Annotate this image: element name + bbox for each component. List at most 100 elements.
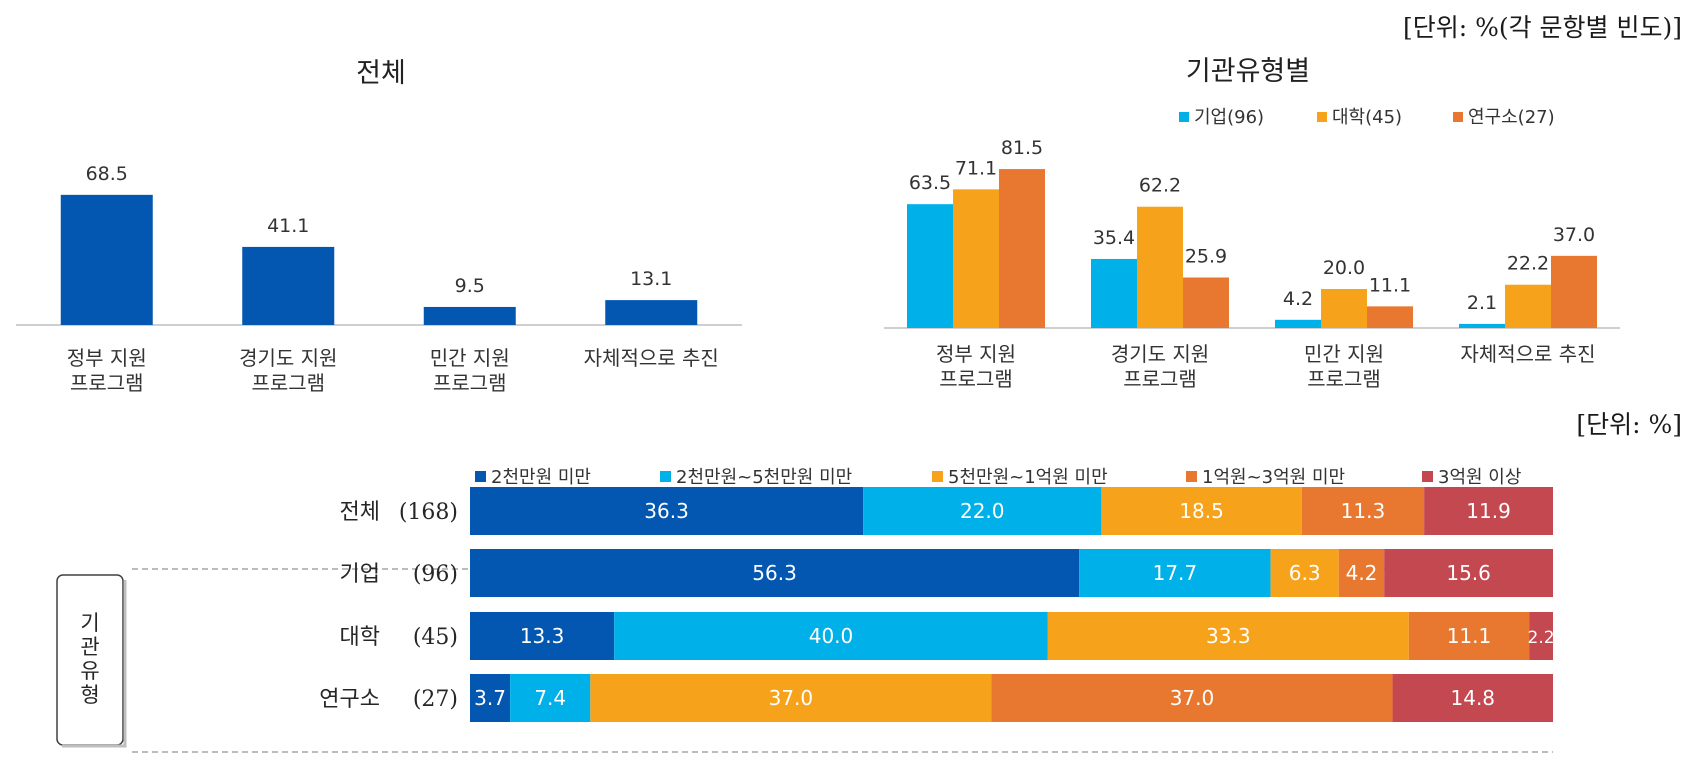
chart1-category-label: 프로그램 — [251, 371, 325, 395]
chart3-segment-label: 6.3 — [1289, 561, 1321, 585]
chart3-segment-label: 22.0 — [960, 499, 1005, 523]
chart3-segment — [1101, 487, 1302, 535]
chart2-legend-swatch — [1317, 112, 1327, 122]
chart3-segment-label: 37.0 — [1170, 686, 1215, 710]
chart3-legend-swatch — [1186, 471, 1197, 482]
chart3-group-label: 관 — [80, 635, 99, 659]
chart2-category-label: 자체적으로 추진 — [1460, 342, 1595, 366]
chart3-segment-label: 7.4 — [534, 686, 566, 710]
chart3-segment — [1424, 487, 1553, 535]
chart1-category-label: 자체적으로 추진 — [584, 346, 719, 370]
chart1-bar — [242, 246, 335, 325]
chart3-row-label: 대학 — [340, 625, 380, 650]
chart3-segment — [863, 487, 1102, 535]
chart3-group-label: 기 — [80, 611, 99, 635]
chart3-segment-label: 33.3 — [1206, 624, 1251, 648]
chart2-value-label: 35.4 — [1093, 227, 1135, 249]
chart2-value-label: 4.2 — [1283, 288, 1313, 310]
chart2-bar — [1367, 306, 1413, 328]
chart3-segment-label: 11.1 — [1447, 624, 1492, 648]
chart3-legend-swatch — [1422, 471, 1433, 482]
chart3-legend-swatch — [475, 471, 486, 482]
chart3-row-label: 전체 — [340, 500, 380, 525]
chart3-legend-label: 3억원 이상 — [1438, 467, 1521, 488]
chart3-segment — [470, 612, 615, 660]
chart2-category-label: 프로그램 — [1307, 367, 1381, 391]
chart3-segment-label: 11.3 — [1341, 499, 1386, 523]
chart3-segment — [991, 674, 1393, 722]
chart2-category-label: 경기도 지원 — [1111, 342, 1209, 366]
chart3-row-count: (168) — [399, 500, 458, 525]
chart2-bar — [1321, 289, 1367, 328]
chart2-bar — [999, 169, 1045, 328]
chart3-segment — [1392, 674, 1553, 722]
chart1-value-label: 41.1 — [267, 215, 309, 237]
chart3-segment-label: 13.3 — [520, 624, 565, 648]
chart1-value-label: 68.5 — [86, 163, 128, 185]
chart3-segment-label: 36.3 — [644, 499, 689, 523]
chart2-value-label: 2.1 — [1467, 292, 1497, 314]
chart3-segment — [1270, 549, 1339, 597]
chart3-legend-label: 1억원~3억원 미만 — [1202, 467, 1345, 488]
chart1-category-label: 프로그램 — [70, 371, 144, 395]
top-unit-label: [단위: %(각 문항별 빈도)] — [1403, 13, 1682, 42]
chart2-value-label: 25.9 — [1185, 245, 1227, 267]
chart2-value-label: 81.5 — [1001, 137, 1043, 159]
chart1-bar — [605, 300, 698, 325]
chart3-segment — [614, 612, 1048, 660]
chart3-segment-label: 18.5 — [1179, 499, 1224, 523]
chart3-row-count: (96) — [413, 562, 458, 587]
chart3-segment — [1301, 487, 1425, 535]
chart3-group-label: 형 — [80, 683, 99, 707]
chart3-segment-label: 17.7 — [1153, 561, 1198, 585]
chart3-legend-label: 2천만원 미만 — [491, 467, 591, 488]
chart3-segment-label: 2.2 — [1528, 628, 1555, 648]
chart-stacked-budget: 2천만원 미만 2천만원~5천만원 미만 5천만원~1억원 미만 1억원~3억원 미만… — [56, 467, 1555, 753]
chart2-value-label: 62.2 — [1139, 175, 1181, 197]
chart2-bar — [1183, 277, 1229, 328]
chart2-value-label: 63.5 — [909, 172, 951, 194]
chart3-segment — [590, 674, 992, 722]
chart1-category-label: 민간 지원 — [430, 346, 510, 370]
chart3-segment-label: 56.3 — [752, 561, 797, 585]
chart1-bar — [60, 194, 153, 325]
chart3-row-label: 연구소 — [319, 687, 380, 712]
chart3-row-label: 기업 — [340, 562, 380, 587]
chart2-category-label: 프로그램 — [1123, 367, 1197, 391]
chart3-legend-label: 2천만원~5천만원 미만 — [676, 467, 852, 488]
chart2-legend-swatch — [1179, 112, 1189, 122]
chart2-bar — [1091, 258, 1137, 328]
chart2-value-label: 22.2 — [1507, 253, 1549, 275]
chart3-segment — [1079, 549, 1271, 597]
chart2-legend-label: 대학(45) — [1332, 107, 1402, 128]
chart2-bar — [1459, 323, 1505, 328]
chart3-legend-swatch — [660, 471, 671, 482]
chart2-value-label: 37.0 — [1553, 224, 1595, 246]
chart2-value-label: 11.1 — [1369, 274, 1411, 296]
chart1-title: 전체 — [356, 58, 406, 89]
chart3-segment — [1384, 549, 1553, 597]
chart3-segment-label: 4.2 — [1346, 561, 1378, 585]
bottom-unit-label: [단위: %] — [1576, 410, 1682, 439]
chart3-segment-label: 11.9 — [1466, 499, 1511, 523]
chart2-bar — [1275, 319, 1321, 328]
chart2-legend-swatch — [1453, 112, 1463, 122]
chart1-category-label: 정부 지원 — [67, 346, 147, 370]
chart1-category-label: 프로그램 — [433, 371, 507, 395]
chart2-bar — [1137, 206, 1183, 328]
chart2-bar — [907, 204, 953, 328]
chart1-value-label: 13.1 — [630, 268, 672, 290]
chart1-value-label: 9.5 — [455, 275, 485, 297]
chart2-category-label: 프로그램 — [939, 367, 1013, 391]
chart3-segment — [1529, 612, 1553, 660]
chart2-bar — [1551, 255, 1597, 328]
chart3-segment — [470, 487, 864, 535]
chart3-segment — [1047, 612, 1409, 660]
chart2-value-label: 20.0 — [1323, 257, 1365, 279]
chart3-legend-swatch — [932, 471, 943, 482]
chart3-segment-label: 37.0 — [769, 686, 814, 710]
chart3-segment-label: 3.7 — [474, 686, 506, 710]
chart3-segment-label: 40.0 — [809, 624, 854, 648]
